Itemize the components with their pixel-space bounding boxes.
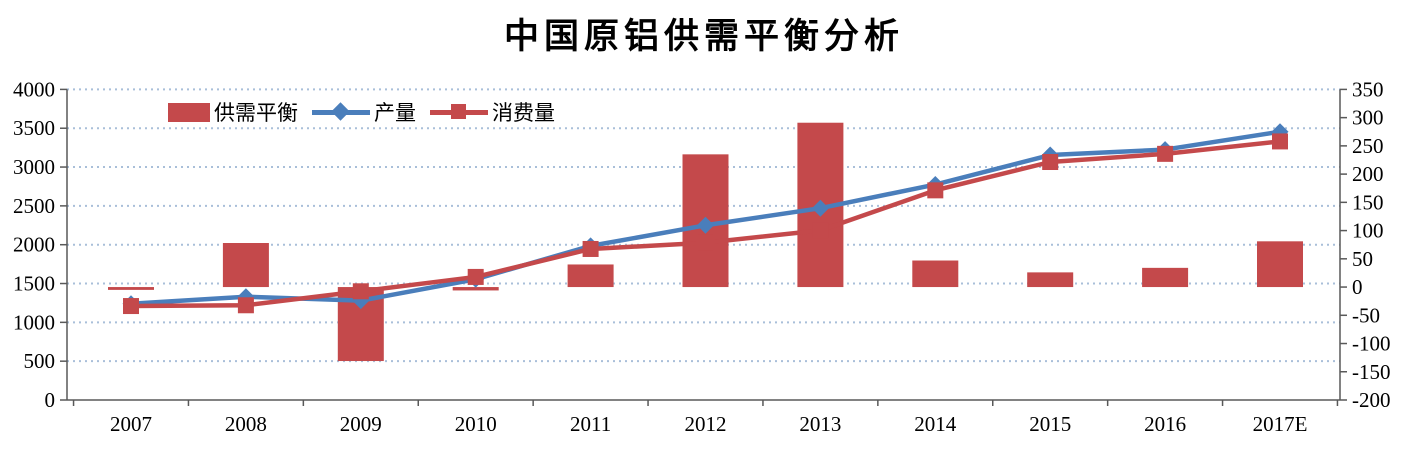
label-right-350: 350 [1352, 77, 1384, 101]
label-left-3500: 3500 [13, 116, 55, 140]
legend: 供需平衡 产量 消费量 [168, 97, 555, 127]
label-right-250: 250 [1352, 134, 1384, 158]
bar-2016 [1142, 267, 1189, 288]
label-right-200: 200 [1352, 162, 1384, 186]
label-x-2014: 2014 [914, 412, 957, 436]
label-right-50: 50 [1352, 247, 1373, 271]
label-left-1500: 1500 [13, 272, 55, 296]
label-right--150: -150 [1352, 360, 1391, 384]
bar-2008 [222, 243, 269, 288]
label-left-4000: 4000 [13, 77, 55, 101]
marker-consumption-2016 [1157, 145, 1174, 162]
label-left-2500: 2500 [13, 194, 55, 218]
marker-consumption-2007 [123, 298, 139, 315]
marker-consumption-2015 [1042, 154, 1059, 171]
legend-label-production: 产量 [374, 102, 416, 125]
bar-2010 [452, 287, 499, 291]
marker-consumption-2009 [352, 283, 369, 300]
production-line-swatch-icon [312, 102, 370, 122]
bar-2015 [1027, 272, 1074, 288]
label-right-100: 100 [1352, 219, 1384, 243]
bar-2014 [912, 260, 959, 288]
bar-2017E [1257, 241, 1303, 288]
legend-item-consumption: 消费量 [430, 97, 555, 127]
label-x-2012: 2012 [685, 412, 727, 436]
bar-2011 [567, 264, 614, 288]
label-left-0: 0 [45, 388, 56, 412]
label-x-2015: 2015 [1029, 412, 1071, 436]
label-right--100: -100 [1352, 332, 1391, 356]
consumption-line-swatch-icon [430, 102, 488, 122]
label-right-150: 150 [1352, 190, 1384, 214]
chart-title: 中国原铝供需平衡分析 [503, 17, 904, 56]
marker-consumption-2010 [467, 268, 484, 285]
legend-item-production: 产量 [312, 97, 416, 127]
label-left-500: 500 [24, 349, 56, 373]
label-x-2007: 2007 [110, 412, 152, 436]
marker-consumption-2008 [237, 297, 254, 314]
bar-2007 [108, 287, 154, 290]
marker-consumption-2013 [812, 222, 829, 239]
marker-consumption-2017E [1272, 133, 1288, 150]
marker-consumption-2011 [582, 240, 599, 257]
label-x-2010: 2010 [455, 412, 497, 436]
marker-production-2013 [811, 199, 829, 217]
label-x-2016: 2016 [1144, 412, 1186, 436]
label-right--200: -200 [1352, 388, 1391, 412]
label-left-3000: 3000 [13, 155, 55, 179]
label-right-0: 0 [1352, 275, 1363, 299]
marker-consumption-2014 [927, 182, 944, 199]
label-right--50: -50 [1352, 303, 1380, 327]
label-left-1000: 1000 [13, 310, 55, 334]
label-x-2009: 2009 [340, 412, 382, 436]
marker-production-2012 [697, 216, 714, 234]
legend-item-balance: 供需平衡 [168, 97, 298, 127]
label-x-2008: 2008 [225, 412, 267, 436]
balance-bar-swatch-icon [168, 102, 210, 122]
label-x-2013: 2013 [799, 412, 841, 436]
legend-label-consumption: 消费量 [492, 102, 555, 125]
legend-label-balance: 供需平衡 [214, 102, 298, 125]
label-x-2017E: 2017E [1253, 412, 1308, 436]
label-right-300: 300 [1352, 106, 1384, 130]
label-x-2011: 2011 [570, 412, 611, 436]
marker-consumption-2012 [697, 234, 714, 251]
label-left-2000: 2000 [13, 233, 55, 257]
